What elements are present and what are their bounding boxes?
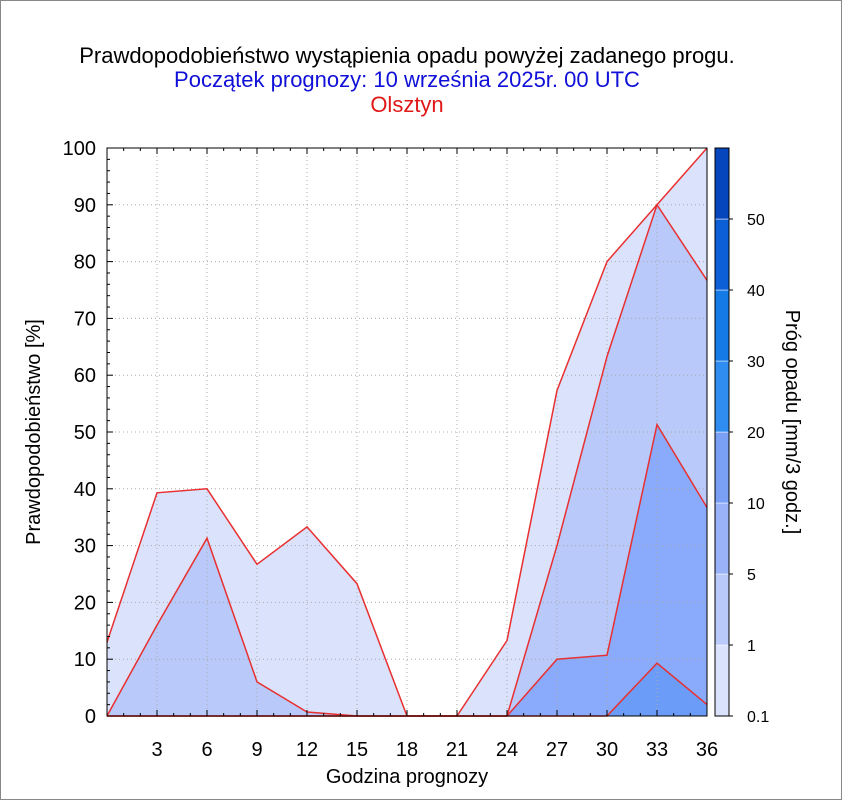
colorbar-segment [714, 289, 730, 362]
location-label: Olsztyn [370, 92, 444, 117]
colorbar-segment [714, 644, 730, 717]
x-tick-label: 36 [696, 739, 718, 761]
y-tick-label: 90 [74, 195, 96, 217]
area-threshold-10 [107, 663, 707, 716]
colorbar-segment [714, 360, 730, 433]
y-tick-label: 60 [74, 365, 96, 387]
colorbar-tick-labels: 0.1 1 5 10 20 30 40 50 [747, 212, 769, 726]
chart-title: Prawdopodobieństwo wystąpienia opadu pow… [79, 43, 735, 68]
colorbar-segment [714, 431, 730, 504]
x-tick-label: 27 [546, 739, 568, 761]
colorbar-tick-label: 0.1 [747, 709, 769, 726]
colorbar-segment [714, 573, 730, 646]
threshold-colorbar [714, 147, 733, 717]
x-tick-label: 3 [151, 739, 162, 761]
y-tick-label: 40 [74, 479, 96, 501]
x-tick-label: 33 [646, 739, 668, 761]
x-tick-label: 6 [201, 739, 212, 761]
forecast-start-subtitle: Początek prognozy: 10 września 2025r. 00… [174, 67, 640, 92]
colorbar-tick-label: 5 [747, 567, 756, 584]
colorbar-tick-label: 50 [747, 212, 765, 229]
y-tick-label: 50 [74, 422, 96, 444]
y-tick-label: 80 [74, 252, 96, 274]
x-tick-labels: 3 6 9 12 15 18 21 24 27 30 33 36 [151, 739, 718, 761]
y-tick-label: 30 [74, 536, 96, 558]
x-tick-label: 30 [596, 739, 618, 761]
colorbar-tick-label: 20 [747, 425, 765, 442]
x-tick-label: 9 [251, 739, 262, 761]
y-tick-label: 70 [74, 308, 96, 330]
x-tick-label: 12 [296, 739, 318, 761]
x-axis-label: Godzina prognozy [326, 766, 488, 788]
colorbar-segment [714, 218, 730, 291]
colorbar-segment [714, 502, 730, 575]
y-tick-label: 10 [74, 649, 96, 671]
colorbar-tick-label: 30 [747, 354, 765, 371]
y-axis-label: Prawdopodobieństwo [%] [23, 319, 45, 545]
x-tick-label: 21 [446, 739, 468, 761]
colorbar-segment [714, 147, 730, 220]
colorbar-tick-label: 1 [747, 638, 756, 655]
grid-lines [107, 147, 708, 717]
y-tick-label: 0 [85, 706, 96, 728]
x-tick-label: 24 [496, 739, 518, 761]
colorbar-tick-label: 10 [747, 496, 765, 513]
colorbar-tick-label: 40 [747, 283, 765, 300]
y-tick-labels: 0 10 20 30 40 50 60 70 80 90 100 [63, 138, 96, 728]
colorbar-label: Próg opadu [mm/3 godz.] [781, 310, 803, 535]
y-tick-label: 20 [74, 592, 96, 614]
axis-ticks [106, 147, 708, 717]
x-tick-label: 18 [396, 739, 418, 761]
y-tick-label: 100 [63, 138, 96, 160]
x-tick-label: 15 [346, 739, 368, 761]
